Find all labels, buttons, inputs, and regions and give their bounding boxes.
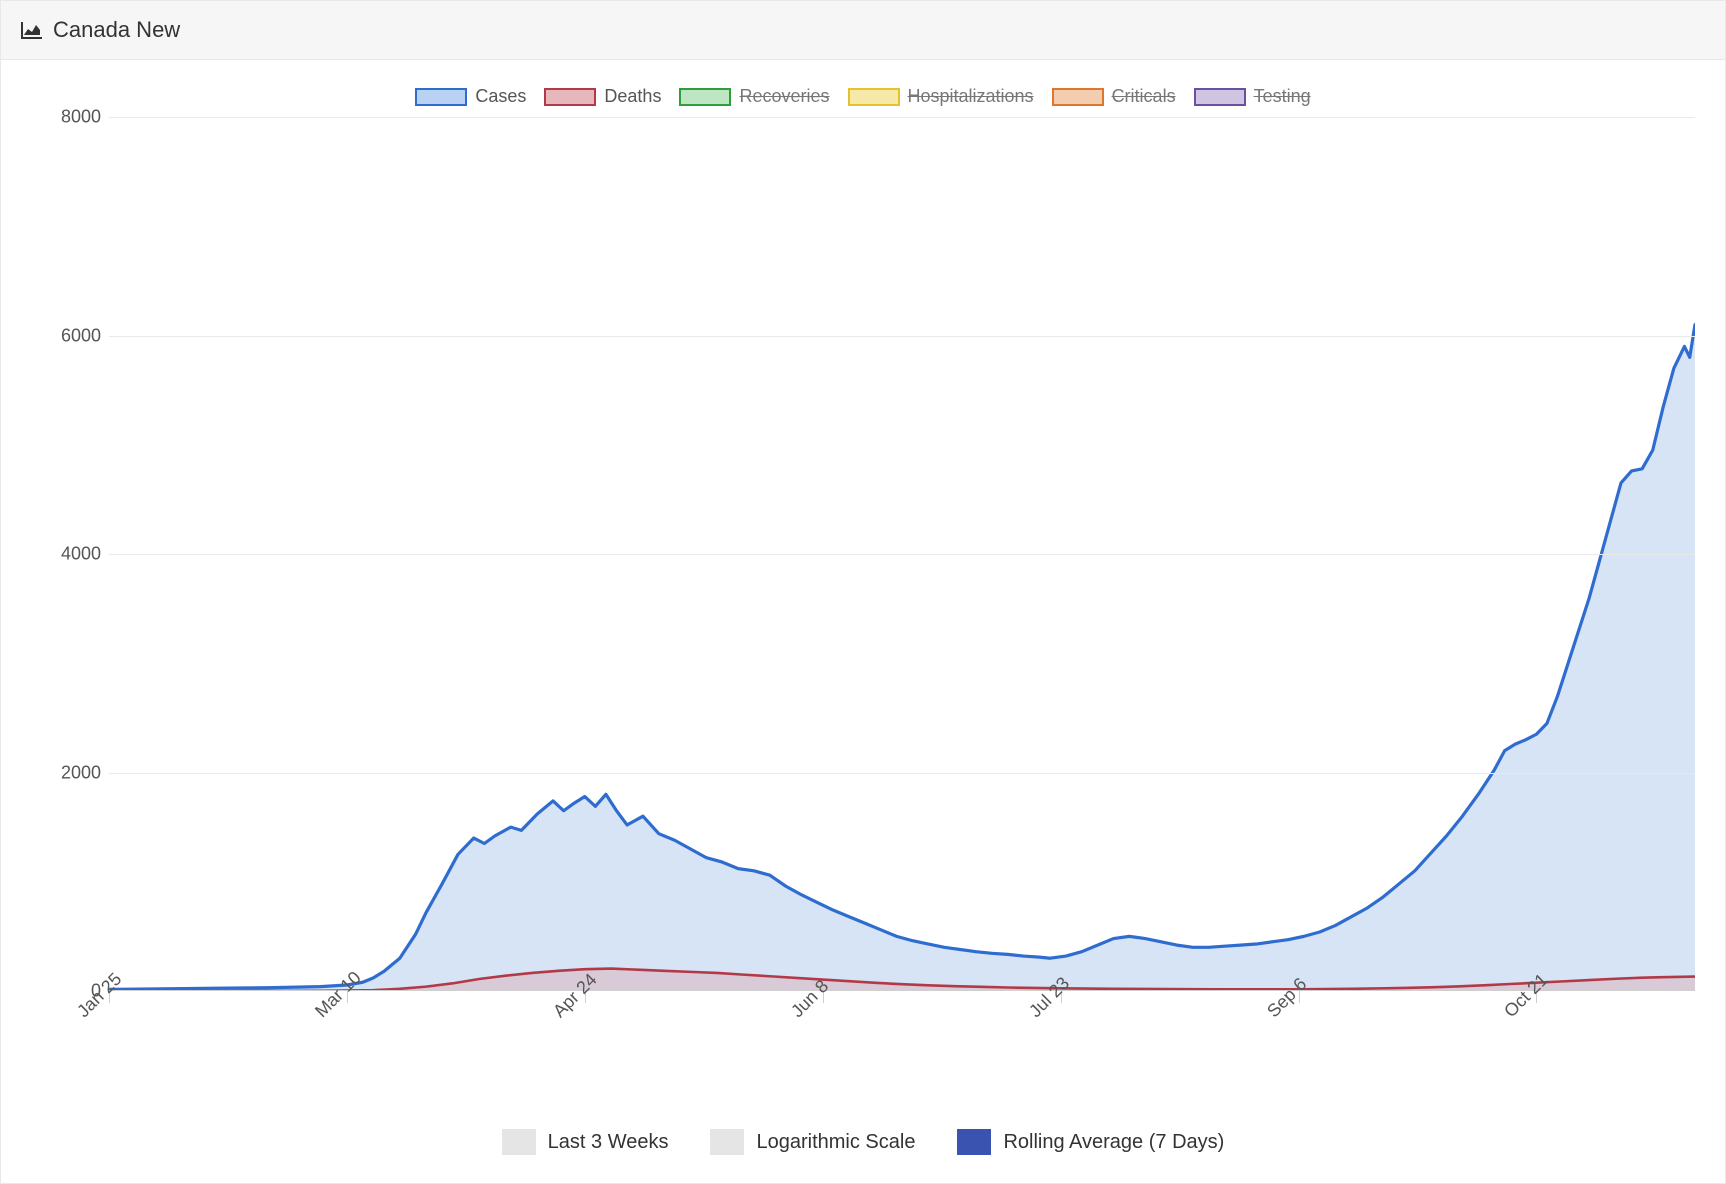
legend-swatch [679,88,731,106]
option-swatch [957,1129,991,1155]
gridline [109,773,1695,774]
gridline [109,336,1695,337]
legend-item-hospitalizations[interactable]: Hospitalizations [848,86,1034,107]
legend-item-cases[interactable]: Cases [415,86,526,107]
y-tick-label: 2000 [61,762,101,783]
legend-label: Testing [1254,86,1311,107]
series-legend: Cases Deaths Recoveries Hospitalizations Cri… [1,60,1725,117]
y-tick-label: 8000 [61,107,101,128]
legend-swatch [848,88,900,106]
chart-panel: Canada New Cases Deaths Recoveries Hospital… [0,0,1726,1184]
y-tick-label: 4000 [61,544,101,565]
legend-label: Hospitalizations [908,86,1034,107]
legend-swatch [415,88,467,106]
series-area-cases [109,325,1695,991]
area-chart-icon [21,21,43,39]
plot-region[interactable] [109,117,1695,991]
legend-item-criticals[interactable]: Criticals [1052,86,1176,107]
options-legend: Last 3 Weeks Logarithmic Scale Rolling Ave… [1,1111,1725,1183]
legend-label: Cases [475,86,526,107]
legend-swatch [1052,88,1104,106]
legend-item-recoveries[interactable]: Recoveries [679,86,829,107]
option-rolling-average-7-days-[interactable]: Rolling Average (7 Days) [957,1129,1224,1155]
legend-swatch [1194,88,1246,106]
option-swatch [710,1129,744,1155]
y-tick-label: 6000 [61,325,101,346]
option-label: Last 3 Weeks [548,1131,669,1154]
legend-item-testing[interactable]: Testing [1194,86,1311,107]
chart-area: 02000400060008000 Jan 25Mar 10Apr 24Jun … [1,117,1725,1111]
x-axis: Jan 25Mar 10Apr 24Jun 8Jul 23Sep 6Oct 21 [109,991,1695,1111]
option-logarithmic-scale[interactable]: Logarithmic Scale [710,1129,915,1155]
option-label: Logarithmic Scale [756,1131,915,1154]
option-last-3-weeks[interactable]: Last 3 Weeks [502,1129,669,1155]
y-axis: 02000400060008000 [31,117,109,1111]
legend-item-deaths[interactable]: Deaths [544,86,661,107]
legend-label: Deaths [604,86,661,107]
option-swatch [502,1129,536,1155]
gridline [109,117,1695,118]
option-label: Rolling Average (7 Days) [1003,1131,1224,1154]
gridline [109,554,1695,555]
legend-label: Criticals [1112,86,1176,107]
panel-header: Canada New [1,1,1725,60]
panel-title: Canada New [53,17,180,43]
legend-swatch [544,88,596,106]
legend-label: Recoveries [739,86,829,107]
